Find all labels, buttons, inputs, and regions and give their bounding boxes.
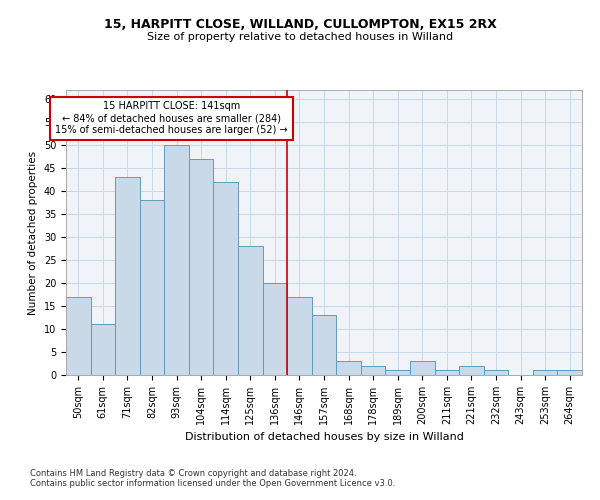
Bar: [214, 182, 238, 375]
Bar: [238, 246, 263, 375]
Text: 15, HARPITT CLOSE, WILLAND, CULLOMPTON, EX15 2RX: 15, HARPITT CLOSE, WILLAND, CULLOMPTON, …: [104, 18, 496, 30]
Bar: [164, 145, 189, 375]
Bar: [115, 178, 140, 375]
Text: Contains public sector information licensed under the Open Government Licence v3: Contains public sector information licen…: [30, 478, 395, 488]
Bar: [287, 297, 312, 375]
Bar: [336, 361, 361, 375]
Text: 15 HARPITT CLOSE: 141sqm
← 84% of detached houses are smaller (284)
15% of semi-: 15 HARPITT CLOSE: 141sqm ← 84% of detach…: [55, 102, 288, 134]
Bar: [557, 370, 582, 375]
Bar: [434, 370, 459, 375]
Text: Contains HM Land Registry data © Crown copyright and database right 2024.: Contains HM Land Registry data © Crown c…: [30, 468, 356, 477]
Y-axis label: Number of detached properties: Number of detached properties: [28, 150, 38, 314]
Bar: [189, 159, 214, 375]
Bar: [66, 297, 91, 375]
Bar: [533, 370, 557, 375]
Bar: [459, 366, 484, 375]
Bar: [484, 370, 508, 375]
Text: Size of property relative to detached houses in Willand: Size of property relative to detached ho…: [147, 32, 453, 42]
Bar: [361, 366, 385, 375]
X-axis label: Distribution of detached houses by size in Willand: Distribution of detached houses by size …: [185, 432, 463, 442]
Bar: [312, 315, 336, 375]
Bar: [385, 370, 410, 375]
Bar: [140, 200, 164, 375]
Bar: [410, 361, 434, 375]
Bar: [263, 283, 287, 375]
Bar: [91, 324, 115, 375]
